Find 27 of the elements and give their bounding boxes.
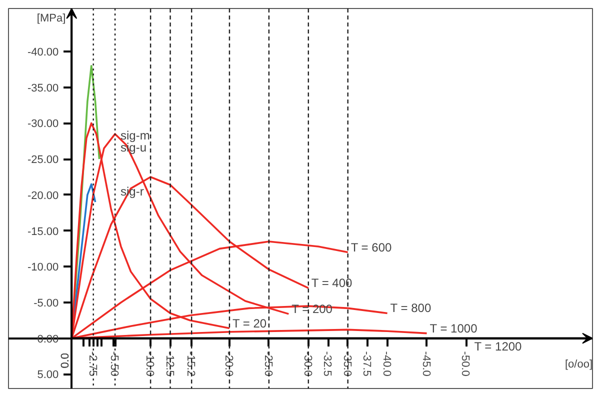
- annotation: T = 1200: [474, 339, 522, 354]
- x-tick-label: -35.0: [340, 351, 353, 376]
- y-tick-label: -5.00: [34, 297, 59, 310]
- x-tick-label: -2.75: [86, 351, 98, 376]
- y-tick-label: -25.00: [27, 154, 59, 166]
- y-tick-label: -40.00: [27, 46, 59, 59]
- series-label: T = 1000: [430, 321, 478, 336]
- annotation: sig-m: [120, 128, 150, 142]
- series-label: T = 400: [311, 276, 353, 290]
- y-tick-label: -15.00: [27, 226, 59, 238]
- y-tick-label: -20.00: [27, 190, 59, 202]
- x-tick-label: -45.0: [420, 351, 432, 376]
- x-tick-label: -40.0: [380, 351, 392, 376]
- y-tick-label: -30.00: [27, 118, 59, 130]
- y-tick-label: -35.00: [27, 82, 59, 94]
- x-tick-label: 0.0: [60, 353, 72, 368]
- x-tick-label: -32.5: [321, 351, 334, 376]
- series-label: T = 20: [232, 316, 267, 330]
- series-label: T = 800: [390, 301, 432, 316]
- y-tick-label: -10.00: [27, 262, 59, 274]
- series-label: T = 600: [350, 240, 392, 254]
- x-tick-label: -12.5: [163, 351, 176, 376]
- x-tick-label: -50.0: [459, 351, 472, 376]
- y-tick-label: 5.00: [37, 369, 59, 382]
- x-axis-title: [o/oo]: [564, 358, 593, 370]
- x-tick-label: -37.5: [360, 351, 373, 376]
- y-axis-title: [MPa]: [36, 12, 66, 24]
